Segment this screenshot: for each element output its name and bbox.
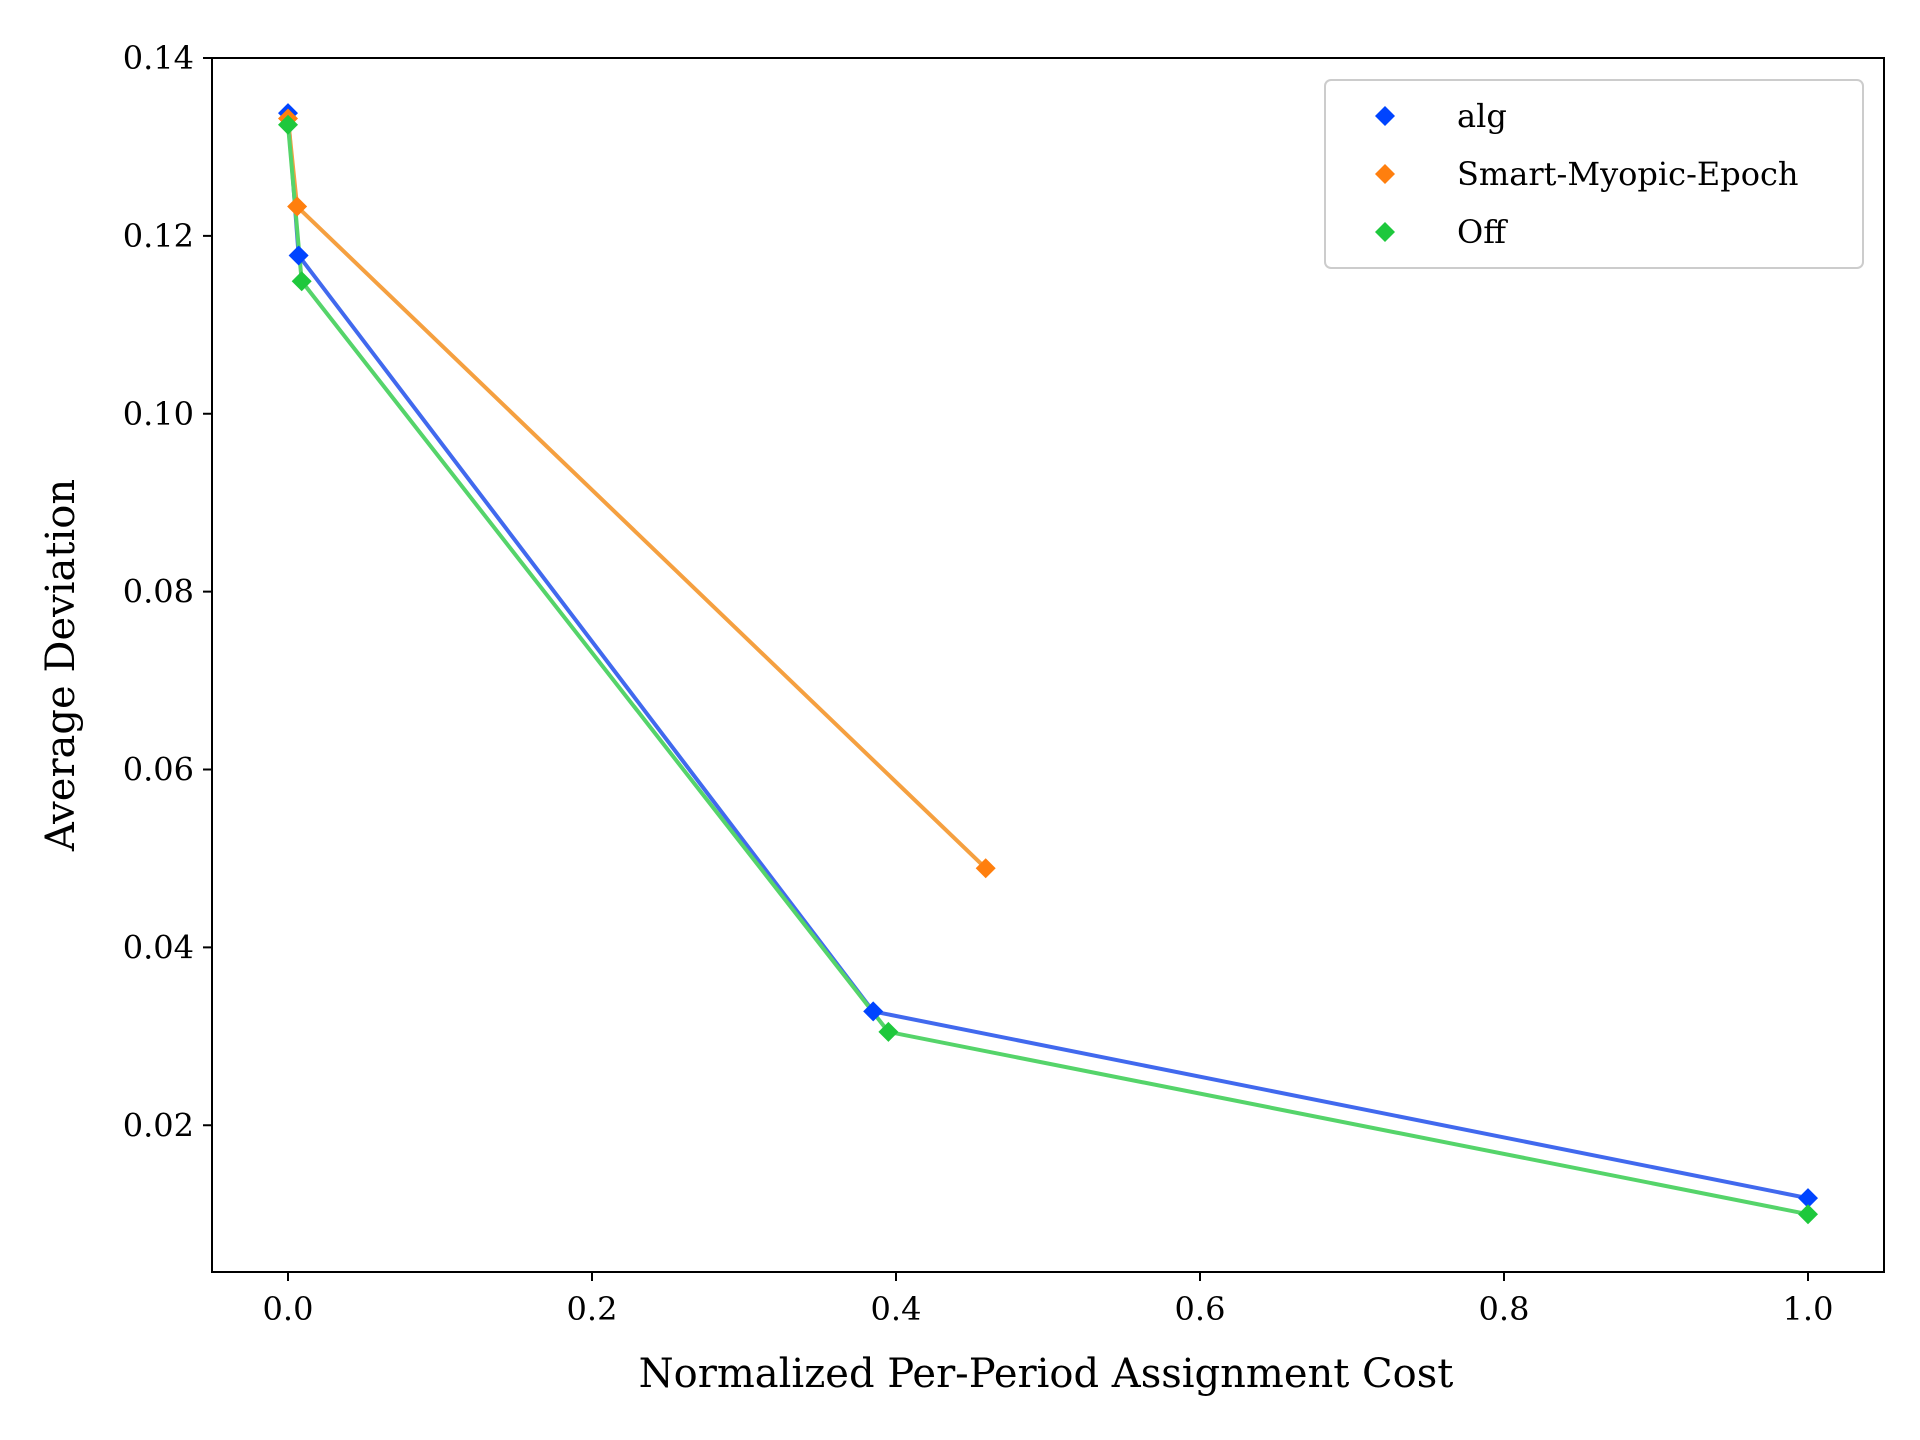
- data-point: [1798, 1204, 1818, 1225]
- data-point: [975, 858, 996, 879]
- x-axis: 0.0 0.2 0.4 0.6 0.8 1.0: [263, 1272, 1834, 1328]
- x-tick-label: 0.2: [567, 1290, 618, 1328]
- y-axis-label: Average Deviation: [38, 479, 84, 852]
- x-axis-label: Normalized Per-Period Assignment Cost: [639, 1351, 1454, 1397]
- data-point: [863, 1001, 884, 1022]
- legend-marker: [1375, 164, 1395, 184]
- data-point: [288, 245, 309, 266]
- y-tick-label: 0.14: [123, 39, 194, 77]
- y-tick-label: 0.08: [123, 573, 194, 611]
- y-tick-label: 0.04: [123, 928, 194, 966]
- legend-label: Smart-Myopic-Epoch: [1457, 155, 1799, 193]
- y-tick-label: 0.06: [123, 751, 194, 789]
- x-tick-label: 1.0: [1783, 1290, 1834, 1328]
- series-layer: [278, 103, 1818, 1225]
- y-axis: 0.02 0.04 0.06 0.08 0.10 0.12 0.14: [123, 39, 212, 1144]
- data-point: [878, 1021, 899, 1042]
- legend-label: Off: [1457, 213, 1508, 251]
- x-tick-label: 0.4: [871, 1290, 922, 1328]
- data-point: [278, 114, 298, 135]
- legend-box: [1324, 79, 1864, 269]
- plot-frame: [211, 57, 1885, 1273]
- legend-marker: [1375, 106, 1395, 126]
- data-point: [291, 271, 312, 292]
- y-tick-label: 0.12: [123, 217, 194, 255]
- x-tick-label: 0.6: [1175, 1290, 1226, 1328]
- data-point: [1798, 1188, 1818, 1209]
- y-tick-label: 0.02: [123, 1106, 194, 1144]
- legend-label: alg: [1457, 97, 1507, 135]
- y-tick-label: 0.10: [123, 395, 194, 433]
- legend-marker: [1375, 222, 1395, 242]
- x-tick-label: 0.8: [1479, 1290, 1530, 1328]
- x-tick-label: 0.0: [263, 1290, 314, 1328]
- data-point: [287, 196, 308, 217]
- legend: alg Smart-Myopic-Epoch Off: [1324, 79, 1864, 269]
